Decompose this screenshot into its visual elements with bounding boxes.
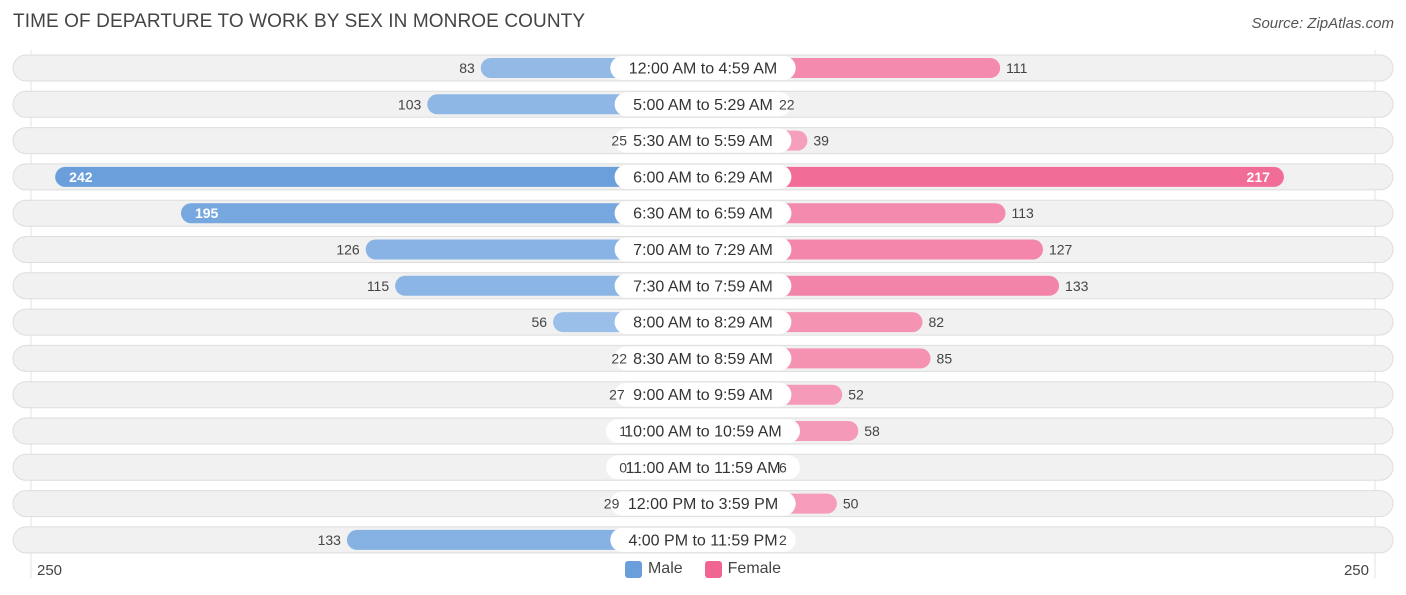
category-label-bg xyxy=(614,310,792,335)
male-value-label: 115 xyxy=(367,278,390,294)
category-label: 8:30 AM to 8:59 AM xyxy=(633,351,773,368)
female-value-label: 22 xyxy=(779,96,795,112)
category-label: 6:30 AM to 6:59 AM xyxy=(633,206,773,223)
category-label-bg xyxy=(614,237,792,262)
chart-title: TIME OF DEPARTURE TO WORK BY SEX IN MONR… xyxy=(13,11,586,32)
category-label: 10:00 AM to 10:59 AM xyxy=(624,424,781,441)
category-label-bg xyxy=(610,527,796,552)
female-value-label: 2 xyxy=(779,532,787,548)
category-label: 12:00 PM to 3:59 PM xyxy=(628,496,778,513)
male-value-label: 27 xyxy=(609,387,625,403)
category-label: 12:00 AM to 4:59 AM xyxy=(629,61,778,78)
category-label: 8:00 AM to 8:29 AM xyxy=(633,315,773,332)
female-value-label: 127 xyxy=(1049,242,1073,258)
chart-source: Source: ZipAtlas.com xyxy=(1251,15,1394,32)
male-value-label: 126 xyxy=(336,242,360,258)
female-value-label: 111 xyxy=(1006,60,1027,76)
category-label-bg xyxy=(614,273,792,298)
category-label: 9:00 AM to 9:59 AM xyxy=(633,387,773,404)
category-label-bg xyxy=(614,382,792,407)
female-value-label: 85 xyxy=(937,350,953,366)
category-label-bg xyxy=(606,419,800,443)
category-label: 7:00 AM to 7:29 AM xyxy=(633,242,773,259)
female-value-label: 133 xyxy=(1065,278,1089,294)
category-label-bg xyxy=(610,56,796,80)
male-value-label: 242 xyxy=(69,169,93,185)
male-value-label: 56 xyxy=(532,314,548,330)
category-label-bg xyxy=(614,346,792,371)
female-value-label: 82 xyxy=(929,314,945,330)
axis-left-label: 250 xyxy=(37,562,63,579)
male-value-label: 195 xyxy=(195,205,219,221)
male-value-label: 103 xyxy=(398,96,422,112)
male-bar xyxy=(55,166,713,187)
female-value-label: 39 xyxy=(813,133,829,149)
legend-label-male: Male xyxy=(647,560,683,577)
female-bar xyxy=(693,166,1284,187)
legend-swatch-female xyxy=(704,560,722,578)
male-value-label: 1 xyxy=(619,423,627,439)
legend-item-female[interactable]: Female xyxy=(704,560,782,578)
category-label-bg xyxy=(614,128,792,153)
female-value-label: 113 xyxy=(1012,205,1035,221)
category-label-bg xyxy=(614,201,792,226)
male-value-label: 133 xyxy=(318,532,342,548)
legend-swatch-male xyxy=(624,560,642,578)
male-value-label: 83 xyxy=(459,60,475,76)
category-label: 5:30 AM to 5:59 AM xyxy=(633,133,773,150)
female-value-label: 52 xyxy=(848,387,864,403)
legend-label-female: Female xyxy=(727,560,782,577)
legend: Male Female xyxy=(0,560,1406,578)
legend-item-male[interactable]: Male xyxy=(624,560,683,578)
category-label: 11:00 AM to 11:59 AM xyxy=(625,460,780,477)
female-value-label: 6 xyxy=(779,459,787,475)
category-label-bg xyxy=(614,92,792,117)
male-bar xyxy=(180,203,714,224)
category-label: 7:30 AM to 7:59 AM xyxy=(633,278,773,295)
female-value-label: 217 xyxy=(1247,169,1271,185)
category-label: 5:00 AM to 5:29 AM xyxy=(633,97,773,114)
category-label-bg xyxy=(614,164,792,189)
category-label: 6:00 AM to 6:29 AM xyxy=(633,169,773,186)
male-value-label: 22 xyxy=(611,350,627,366)
category-label-bg xyxy=(606,455,800,480)
male-value-label: 25 xyxy=(611,133,627,149)
female-value-label: 58 xyxy=(864,423,880,439)
male-value-label: 0 xyxy=(619,459,627,475)
category-label-bg xyxy=(610,491,796,516)
axis-right-label: 250 xyxy=(1343,562,1369,579)
male-value-label: 29 xyxy=(604,496,620,512)
female-value-label: 50 xyxy=(843,496,859,512)
category-label: 4:00 PM to 11:59 PM xyxy=(628,532,777,549)
